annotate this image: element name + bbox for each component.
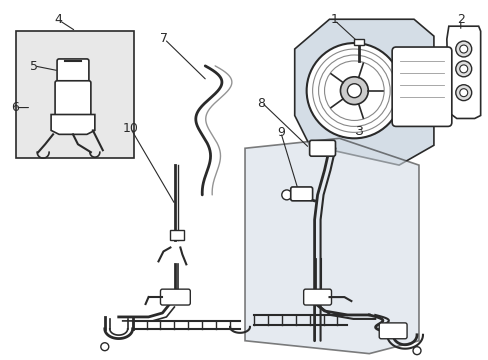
Polygon shape xyxy=(244,138,418,354)
Text: 1: 1 xyxy=(330,13,338,27)
Circle shape xyxy=(459,65,467,73)
Circle shape xyxy=(340,77,367,105)
FancyBboxPatch shape xyxy=(57,59,89,85)
Text: 7: 7 xyxy=(160,32,168,45)
Bar xyxy=(16,31,133,158)
Polygon shape xyxy=(294,19,433,165)
Text: 9: 9 xyxy=(277,126,285,139)
Text: 2: 2 xyxy=(456,13,464,27)
Circle shape xyxy=(101,343,108,351)
Bar xyxy=(354,39,364,45)
FancyBboxPatch shape xyxy=(391,47,451,126)
Circle shape xyxy=(346,84,361,98)
Text: 6: 6 xyxy=(11,102,19,114)
Text: 8: 8 xyxy=(257,97,265,110)
Text: 3: 3 xyxy=(354,125,362,138)
FancyBboxPatch shape xyxy=(309,140,335,156)
Bar xyxy=(170,230,184,239)
Circle shape xyxy=(459,45,467,53)
Text: 4: 4 xyxy=(55,13,62,27)
Circle shape xyxy=(455,61,471,77)
FancyBboxPatch shape xyxy=(303,289,331,305)
Circle shape xyxy=(455,85,471,100)
Circle shape xyxy=(455,41,471,57)
Polygon shape xyxy=(446,26,480,118)
Circle shape xyxy=(412,347,420,355)
FancyBboxPatch shape xyxy=(55,81,91,117)
Text: 10: 10 xyxy=(122,122,138,135)
FancyBboxPatch shape xyxy=(379,323,406,339)
FancyBboxPatch shape xyxy=(290,187,312,201)
Circle shape xyxy=(459,89,467,96)
Polygon shape xyxy=(51,114,95,134)
Circle shape xyxy=(281,190,291,200)
Circle shape xyxy=(306,43,401,138)
FancyBboxPatch shape xyxy=(160,289,190,305)
Text: 5: 5 xyxy=(30,60,39,73)
